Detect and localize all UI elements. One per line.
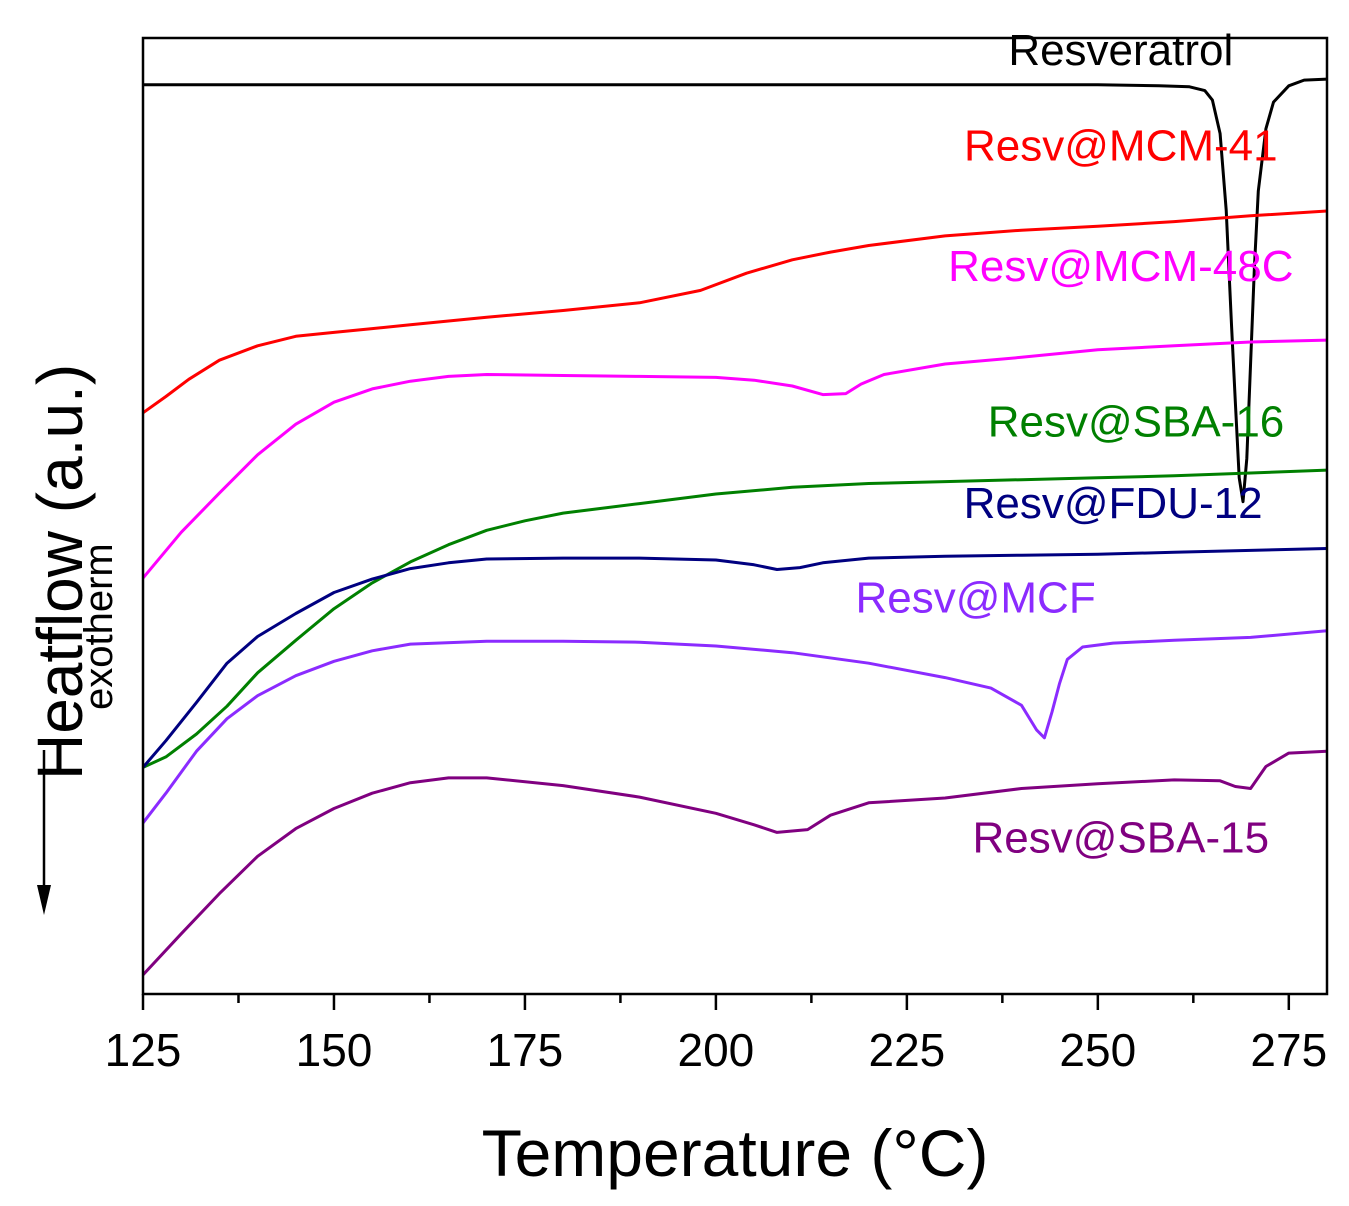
series-label-resv-fdu-12: Resv@FDU-12 xyxy=(964,479,1263,528)
x-tick-label: 225 xyxy=(869,1024,946,1076)
x-tick-label: 250 xyxy=(1059,1024,1136,1076)
series-line-resv-fdu-12 xyxy=(141,547,1328,769)
y-axis-title-group: Heatflow (a.u.) exotherm xyxy=(24,364,121,915)
plot-frame xyxy=(141,36,1329,996)
series-line-resv-sba-16 xyxy=(142,468,1328,769)
x-tick-label: 175 xyxy=(487,1024,564,1076)
series-label-resv-sba-15: Resv@SBA-15 xyxy=(973,814,1270,863)
y-axis-subtitle-exotherm: exotherm xyxy=(77,543,121,710)
series-label-resv-mcm-48c: Resv@MCM-48C xyxy=(948,242,1293,291)
series-label-resv-mcf: Resv@MCF xyxy=(855,574,1095,623)
series-label-resv-sba-16: Resv@SBA-16 xyxy=(988,398,1285,447)
x-tick-label: 125 xyxy=(105,1024,182,1076)
x-tick-label: 150 xyxy=(296,1024,373,1076)
exotherm-arrow-head xyxy=(37,885,51,915)
x-axis-title: Temperature (°C) xyxy=(482,1116,989,1190)
series-line-resv-mcm-41 xyxy=(142,209,1328,415)
series-label-resveratrol: Resveratrol xyxy=(1008,26,1233,75)
series-line-resv-mcm-48c xyxy=(141,338,1328,580)
x-tick-label: 275 xyxy=(1250,1024,1327,1076)
series-label-resv-mcm-41: Resv@MCM-41 xyxy=(964,121,1278,170)
series-line-resveratrol xyxy=(143,77,1328,504)
x-axis-ticks: 125 150 175 200 225 250 275 xyxy=(105,994,1327,1076)
series-line-resv-sba-15 xyxy=(141,749,1328,976)
series-labels: Resveratrol Resv@MCM-41 Resv@MCM-48C Resv@S… xyxy=(855,26,1293,863)
series-layer xyxy=(141,77,1328,976)
y-axis-title: Heatflow (a.u.) xyxy=(24,364,96,780)
series-line-resv-mcf xyxy=(141,629,1328,824)
x-tick-label: 200 xyxy=(678,1024,755,1076)
